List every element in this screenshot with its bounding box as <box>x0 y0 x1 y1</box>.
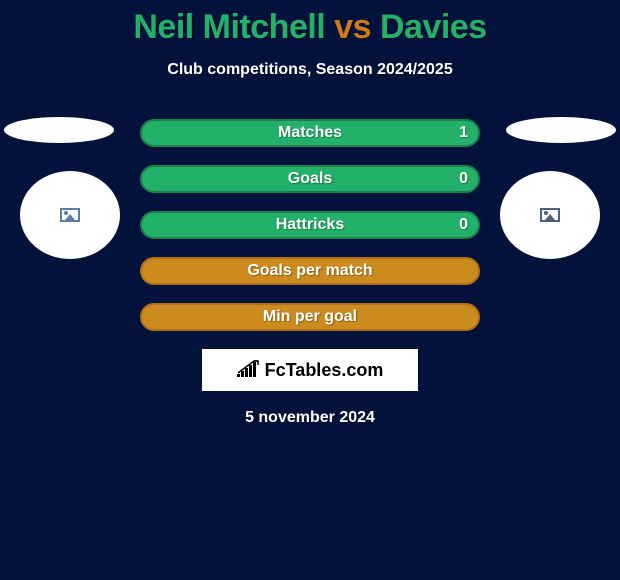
title-player1: Neil Mitchell <box>133 8 325 46</box>
stat-label: Matches <box>278 124 342 142</box>
stat-label: Hattricks <box>276 216 344 234</box>
brand-text: FcTables.com <box>265 360 384 381</box>
stat-label: Min per goal <box>263 308 357 326</box>
comparison-title: Neil Mitchell vs Davies <box>0 0 620 47</box>
stat-row: Min per goal <box>140 303 480 331</box>
player1-avatar <box>20 171 120 259</box>
title-player2: Davies <box>380 8 487 46</box>
stat-row: Goals 0 <box>140 165 480 193</box>
comparison-subtitle: Club competitions, Season 2024/2025 <box>0 61 620 79</box>
stat-value-right: 0 <box>459 216 468 234</box>
player2-ellipse <box>506 117 616 143</box>
player2-avatar <box>500 171 600 259</box>
stat-row: Hattricks 0 <box>140 211 480 239</box>
image-placeholder-icon <box>540 208 560 222</box>
stat-row: Matches 1 <box>140 119 480 147</box>
stat-value-right: 0 <box>459 170 468 188</box>
stats-list: Matches 1 Goals 0 Hattricks 0 Goals per match M… <box>140 119 480 331</box>
brand-bars-icon <box>237 360 261 380</box>
comparison-content: Matches 1 Goals 0 Hattricks 0 Goals per match M… <box>0 119 620 427</box>
stat-label: Goals <box>288 170 332 188</box>
player1-ellipse <box>4 117 114 143</box>
image-placeholder-icon <box>60 208 80 222</box>
brand-box: FcTables.com <box>202 349 418 391</box>
stat-label: Goals per match <box>247 262 372 280</box>
stat-value-right: 1 <box>459 124 468 142</box>
comparison-date: 5 november 2024 <box>0 409 620 427</box>
title-vs: vs <box>334 8 371 46</box>
stat-row: Goals per match <box>140 257 480 285</box>
